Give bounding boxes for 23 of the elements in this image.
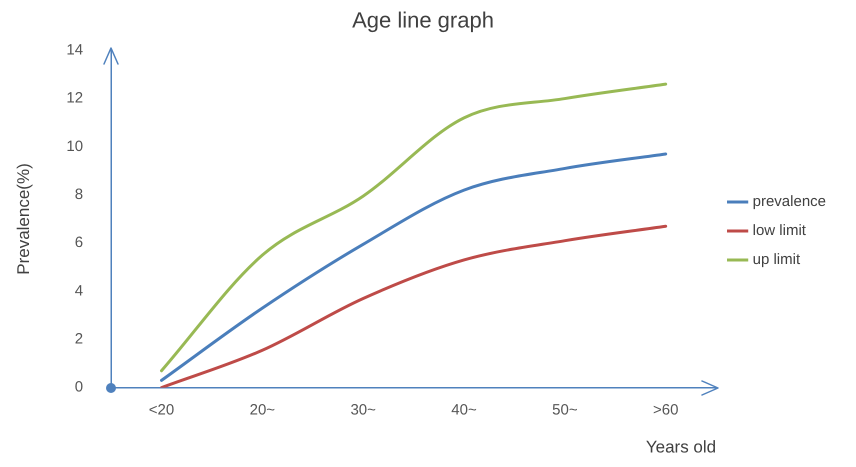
line-series bbox=[160, 152, 668, 382]
y-tick-label: 4 bbox=[74, 282, 84, 300]
line-series bbox=[160, 82, 668, 372]
legend-label: low limit bbox=[752, 222, 807, 240]
y-tick-label: 8 bbox=[74, 186, 84, 204]
y-tick-label: 12 bbox=[66, 90, 84, 107]
legend-label: up limit bbox=[752, 251, 801, 268]
line-series bbox=[160, 224, 668, 388]
y-tick-label: 6 bbox=[74, 234, 84, 252]
chart-title: Age line graph bbox=[352, 7, 494, 32]
y-tick-label: 2 bbox=[74, 330, 84, 348]
x-tick-label: >60 bbox=[652, 402, 678, 419]
x-tick-label: 20~ bbox=[250, 402, 276, 419]
x-tick-label: <20 bbox=[148, 402, 174, 419]
legend-label: prevalence bbox=[752, 193, 826, 210]
x-tick-label: 40~ bbox=[451, 402, 477, 419]
y-tick-label: 10 bbox=[66, 138, 84, 155]
x-tick-label: 30~ bbox=[350, 402, 376, 419]
y-tick-label: 14 bbox=[66, 42, 84, 59]
y-axis-title: Prevalence(%) bbox=[14, 163, 33, 275]
y-tick-label: 0 bbox=[74, 378, 84, 396]
x-axis-title: Years old bbox=[646, 437, 716, 456]
x-tick-label: 50~ bbox=[552, 402, 578, 419]
